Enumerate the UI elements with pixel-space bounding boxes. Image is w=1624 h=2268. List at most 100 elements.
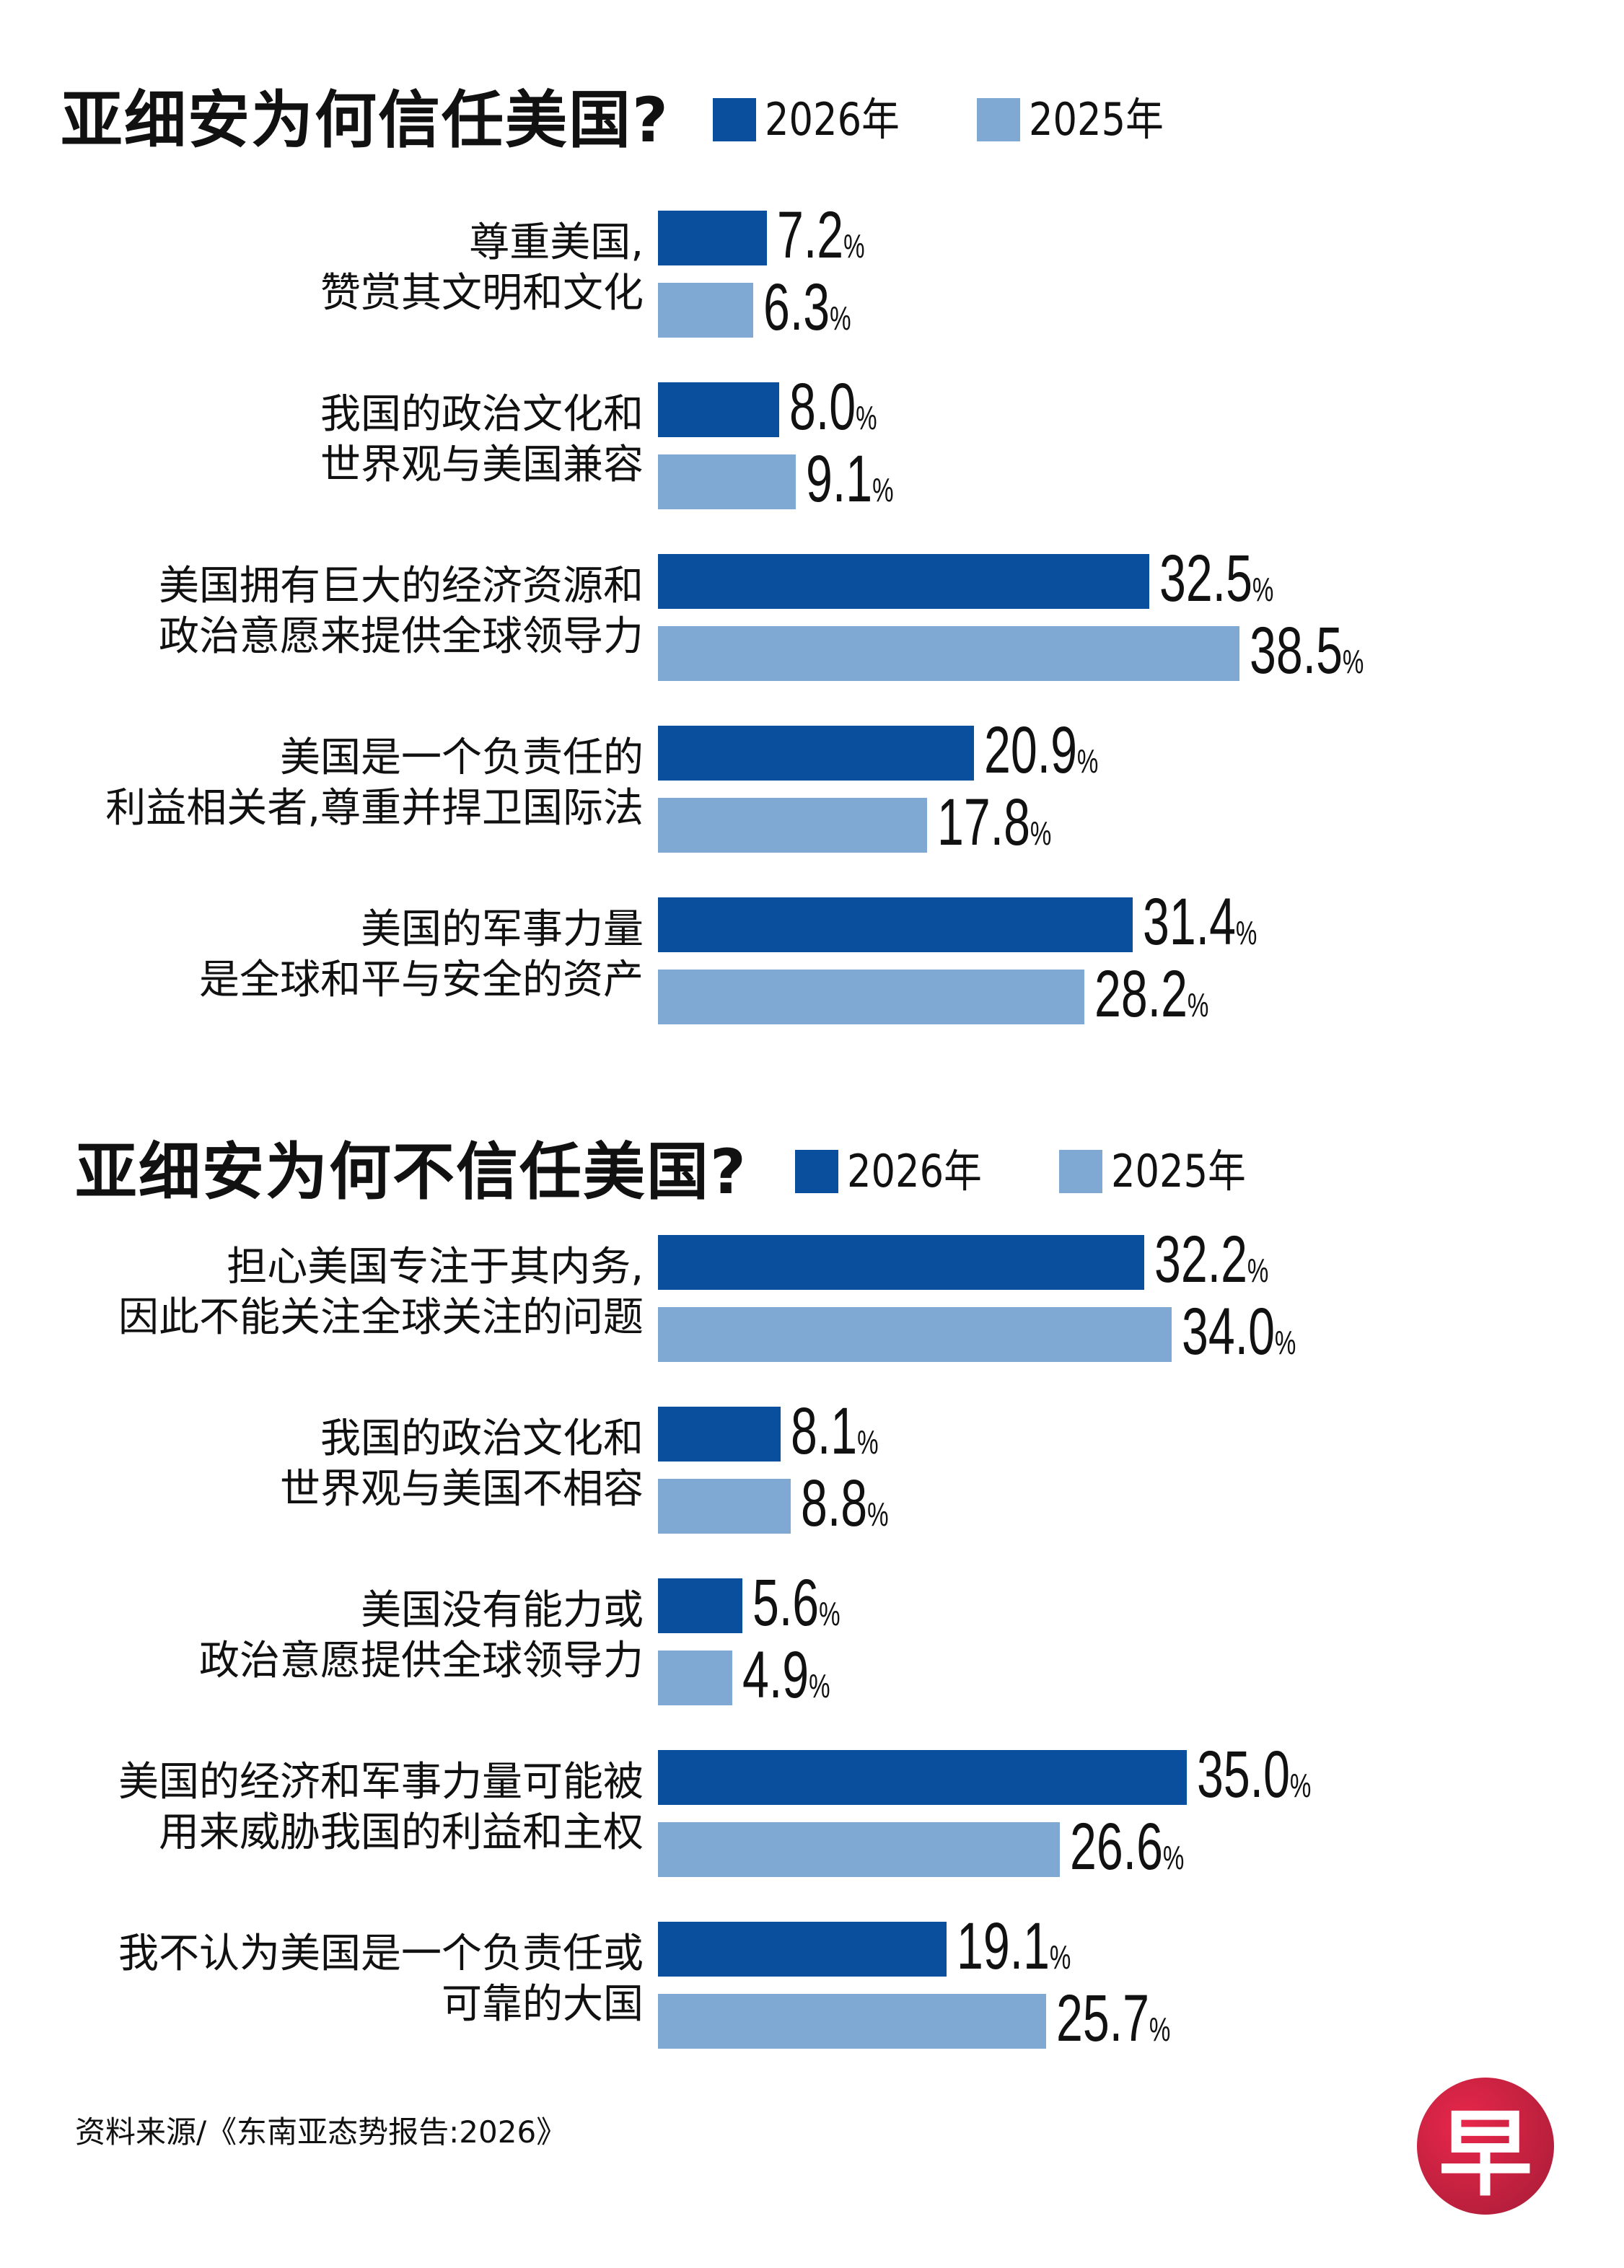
legend-label: 2025年 <box>1029 93 1164 146</box>
percent-sign: % <box>830 299 851 337</box>
bar-v2026 <box>658 726 974 781</box>
percent-sign: % <box>1162 1839 1185 1876</box>
value-number: 38.5 <box>1250 614 1343 687</box>
category-label: 可靠的大国 <box>442 1981 644 2028</box>
bar-v2026 <box>658 1578 743 1633</box>
value-number: 35.0 <box>1196 1738 1290 1811</box>
value-label-v2026: 19.1% <box>957 1913 1071 1986</box>
percent-sign: % <box>808 1667 830 1705</box>
bar-v2026 <box>658 1922 947 1977</box>
percent-sign: % <box>1049 1938 1071 1976</box>
value-number: 32.5 <box>1159 542 1252 615</box>
percent-sign: % <box>843 227 865 265</box>
value-number: 5.6 <box>752 1566 820 1640</box>
bar-v2025 <box>658 626 1240 681</box>
value-label-v2026: 31.4% <box>1143 889 1257 962</box>
value-number: 17.8 <box>936 786 1030 859</box>
value-label-v2026: 20.9% <box>984 717 1098 790</box>
value-number: 32.2 <box>1154 1223 1248 1296</box>
legend-swatch-2025年 <box>1059 1150 1102 1193</box>
value-label-v2026: 5.6% <box>752 1570 840 1643</box>
category-label: 美国没有能力或 <box>361 1587 644 1634</box>
value-number: 8.8 <box>801 1467 868 1540</box>
value-label-v2025: 4.9% <box>742 1642 830 1715</box>
percent-sign: % <box>856 1423 879 1461</box>
bar-v2025 <box>658 283 753 338</box>
category-label: 美国的经济和军事力量可能被 <box>118 1759 644 1806</box>
value-label-v2026: 8.0% <box>789 374 877 447</box>
value-label-v2026: 8.1% <box>791 1398 879 1471</box>
value-number: 31.4 <box>1142 885 1236 959</box>
percent-sign: % <box>872 471 894 509</box>
value-label-v2026: 32.2% <box>1154 1226 1269 1299</box>
value-label-v2025: 6.3% <box>763 274 851 347</box>
category-label: 赞赏其文明和文化 <box>320 270 644 317</box>
category-label: 用来威胁我国的利益和主权 <box>159 1809 644 1856</box>
value-label-v2026: 35.0% <box>1197 1741 1312 1814</box>
value-number: 26.6 <box>1070 1810 1163 1884</box>
value-number: 9.1 <box>805 442 872 516</box>
category-label: 政治意愿提供全球领导力 <box>199 1638 644 1684</box>
category-label: 担心美国专注于其内务, <box>227 1244 644 1291</box>
value-label-v2025: 17.8% <box>937 789 1052 862</box>
percent-sign: % <box>1149 2010 1171 2048</box>
legend-label: 2025年 <box>1111 1145 1246 1197</box>
category-label: 美国的军事力量 <box>361 906 644 953</box>
value-label-v2026: 7.2% <box>777 202 865 275</box>
bar-v2025 <box>658 798 927 853</box>
percent-sign: % <box>1235 914 1257 951</box>
category-label: 我国的政治文化和 <box>320 391 644 438</box>
percent-sign: % <box>1030 814 1052 852</box>
category-label: 因此不能关注全球关注的问题 <box>118 1294 644 1341</box>
percent-sign: % <box>1187 986 1208 1024</box>
value-label-v2025: 9.1% <box>806 446 894 519</box>
value-number: 8.0 <box>789 370 856 444</box>
legend-label: 2026年 <box>847 1145 982 1197</box>
percent-sign: % <box>1247 1252 1269 1289</box>
value-number: 28.2 <box>1094 957 1188 1031</box>
category-label: 政治意愿来提供全球领导力 <box>159 613 644 660</box>
legend-swatch-2026年 <box>795 1150 838 1193</box>
category-label: 美国是一个负责任的 <box>280 734 644 781</box>
category-label: 利益相关者,尊重并捍卫国际法 <box>105 785 644 832</box>
bar-v2026 <box>658 554 1149 609</box>
bar-v2025 <box>658 1651 732 1705</box>
bar-v2025 <box>658 1994 1047 2049</box>
chart-title: 亚细安为何信任美国? <box>61 84 670 157</box>
value-number: 25.7 <box>1056 1982 1150 2055</box>
bar-v2025 <box>658 454 796 509</box>
value-number: 8.1 <box>790 1394 857 1468</box>
bar-v2026 <box>658 1750 1187 1805</box>
bar-v2025 <box>658 970 1084 1024</box>
percent-sign: % <box>1343 643 1364 680</box>
percent-sign: % <box>1252 571 1273 608</box>
legend-label: 2026年 <box>765 93 900 146</box>
bar-v2026 <box>658 211 767 265</box>
source-note: 资料来源/《东南亚态势报告:2026》 <box>75 2114 567 2150</box>
category-label: 世界观与美国不相容 <box>280 1466 644 1513</box>
bar-v2025 <box>658 1822 1060 1877</box>
percent-sign: % <box>1274 1324 1296 1361</box>
category-label: 世界观与美国兼容 <box>320 441 644 488</box>
bar-v2026 <box>658 1235 1145 1290</box>
percent-sign: % <box>1289 1767 1312 1804</box>
legend-swatch-2025年 <box>977 98 1020 141</box>
value-number: 4.9 <box>742 1638 809 1712</box>
value-number: 19.1 <box>956 1909 1050 1983</box>
chart-title: 亚细安为何不信任美国? <box>75 1136 747 1208</box>
percent-sign: % <box>819 1595 840 1632</box>
value-label-v2025: 38.5% <box>1250 617 1364 690</box>
bar-v2026 <box>658 897 1133 952</box>
value-label-v2025: 8.8% <box>801 1470 889 1543</box>
value-number: 6.3 <box>763 271 830 344</box>
value-label-v2025: 28.2% <box>1094 961 1208 1034</box>
value-label-v2025: 25.7% <box>1056 1985 1171 2058</box>
category-label: 我国的政治文化和 <box>320 1415 644 1462</box>
bar-v2025 <box>658 1479 791 1534</box>
value-label-v2026: 32.5% <box>1159 545 1273 618</box>
bar-v2026 <box>658 382 779 437</box>
value-label-v2025: 26.6% <box>1070 1814 1185 1886</box>
category-label: 尊重美国, <box>469 219 644 266</box>
category-label: 美国拥有巨大的经济资源和 <box>159 563 644 610</box>
bar-v2026 <box>658 1407 781 1462</box>
